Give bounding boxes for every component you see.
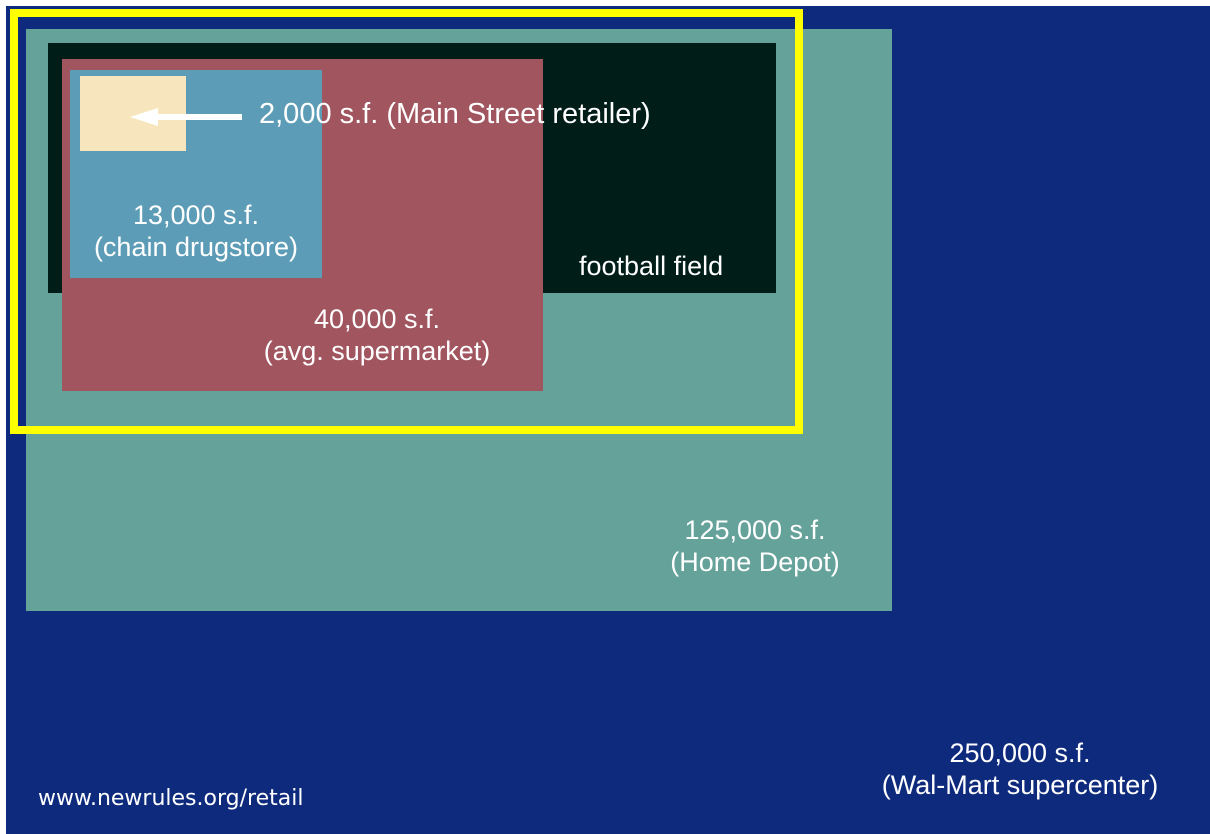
home-depot-label: 125,000 s.f. (Home Depot): [670, 515, 840, 578]
arrow-left-icon: [130, 108, 158, 126]
main-street-label: 2,000 s.f. (Main Street retailer): [259, 98, 651, 130]
source-url: www.newrules.org/retail: [38, 786, 304, 811]
arrow-line: [156, 114, 242, 120]
supermarket-label: 40,000 s.f. (avg. supermarket): [263, 304, 491, 367]
walmart-label: 250,000 s.f. (Wal-Mart supercenter): [881, 738, 1159, 801]
football-field-label: football field: [579, 251, 724, 281]
highlight-frame: [10, 9, 803, 434]
drugstore-label: 13,000 s.f. (chain drugstore): [93, 200, 299, 263]
